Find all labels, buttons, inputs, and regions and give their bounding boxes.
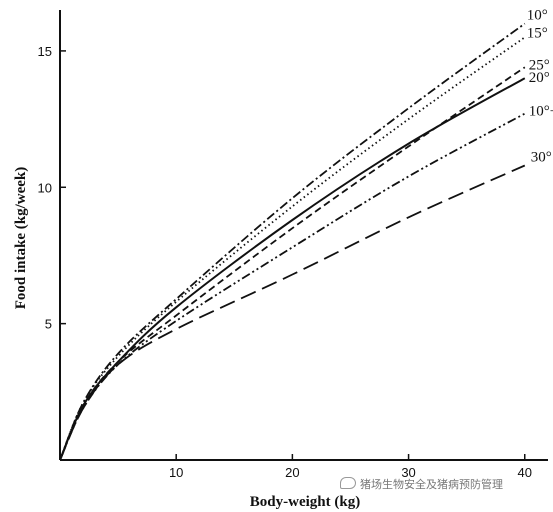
series-label-0: 10° <box>527 8 548 24</box>
series-line-5 <box>59 164 526 461</box>
series-line-0 <box>59 22 526 461</box>
series-line-2 <box>59 66 526 461</box>
series-labels: 10°15° 25°20° 10°+ 30° <box>527 8 553 166</box>
series-lines <box>59 22 526 461</box>
watermark-text: 猪场生物安全及猪病预防管理 <box>360 478 503 491</box>
x-tick-label: 30 <box>401 465 415 480</box>
series-label-3: 20° <box>529 70 550 86</box>
x-tick-label: 20 <box>285 465 299 480</box>
chat-bubble-icon <box>340 477 356 489</box>
x-axis-title: Body-weight (kg) <box>250 494 360 510</box>
watermark: 猪场生物安全及猪病预防管理 <box>340 476 503 492</box>
y-tick-label: 10 <box>38 180 52 195</box>
series-line-3 <box>59 77 526 461</box>
y-axis-title: Food intake (kg/week) <box>13 167 29 310</box>
series-line-1 <box>59 36 526 461</box>
series-label-4: 10°+ <box>529 104 553 120</box>
x-tick-label: 10 <box>169 465 183 480</box>
series-label-5: 30° <box>531 149 552 165</box>
x-tick-label: 40 <box>518 465 532 480</box>
series-line-4 <box>59 112 526 461</box>
series-label-1: 15° <box>527 25 548 41</box>
y-tick-label: 15 <box>38 44 52 59</box>
series-label-2: 25° <box>529 57 550 73</box>
y-tick-label: 5 <box>45 317 52 332</box>
axes: 10 20 30 40 5 10 15 <box>38 10 548 480</box>
